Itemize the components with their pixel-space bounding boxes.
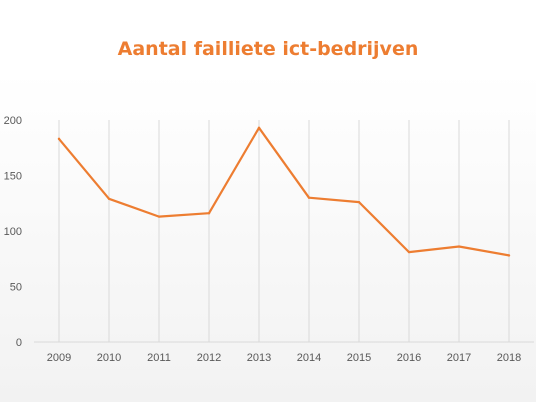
data-point [207, 212, 211, 215]
x-tick-label: 2015 [347, 352, 371, 364]
plot-background [0, 72, 536, 402]
x-tick-label: 2011 [147, 352, 171, 364]
data-point [157, 215, 161, 218]
y-tick-label: 50 [10, 282, 22, 294]
x-tick-label: 2014 [297, 352, 321, 364]
y-tick-label: 0 [16, 337, 22, 349]
data-point [507, 254, 511, 257]
x-tick-label: 2013 [247, 352, 271, 364]
data-point [57, 137, 61, 141]
chart-title: Aantal failliete ict-bedrijven [117, 38, 419, 60]
data-point [407, 250, 411, 254]
data-point [307, 196, 311, 199]
x-tick-label: 2018 [497, 352, 521, 364]
data-point [357, 200, 361, 204]
x-tick-label: 2009 [47, 352, 71, 364]
series-line [57, 126, 511, 257]
x-tick-label: 2016 [397, 352, 421, 364]
data-point [257, 126, 261, 129]
data-point [457, 245, 461, 248]
x-tick-label: 2017 [447, 352, 471, 364]
y-tick-label: 150 [4, 171, 22, 183]
y-tick-label: 200 [4, 115, 22, 127]
x-tick-label: 2010 [97, 352, 121, 364]
data-point [107, 197, 111, 201]
y-tick-label: 100 [4, 226, 22, 238]
x-tick-label: 2012 [197, 352, 221, 364]
